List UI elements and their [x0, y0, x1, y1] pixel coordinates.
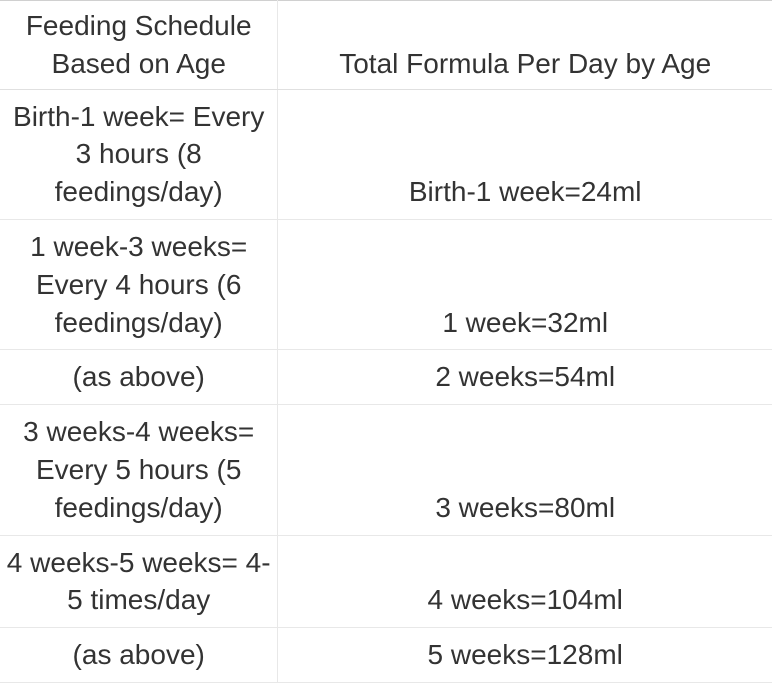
feeding-table: Feeding Schedule Based on Age Total Form…: [0, 0, 772, 683]
table-row: 4 weeks-5 weeks= 4-5 times/day 4 weeks=1…: [0, 535, 772, 628]
cell-schedule: (as above): [0, 628, 278, 683]
column-header-schedule: Feeding Schedule Based on Age: [0, 1, 278, 90]
column-header-total: Total Formula Per Day by Age: [278, 1, 772, 90]
cell-schedule: (as above): [0, 350, 278, 405]
table-row: 1 week-3 weeks= Every 4 hours (6 feeding…: [0, 219, 772, 349]
table-row: (as above) 2 weeks=54ml: [0, 350, 772, 405]
cell-total: 1 week=32ml: [278, 219, 772, 349]
table-row: Birth-1 week= Every 3 hours (8 feedings/…: [0, 89, 772, 219]
cell-total: Birth-1 week=24ml: [278, 89, 772, 219]
cell-schedule: Birth-1 week= Every 3 hours (8 feedings/…: [0, 89, 278, 219]
table-row: 3 weeks-4 weeks= Every 5 hours (5 feedin…: [0, 405, 772, 535]
cell-total: 3 weeks=80ml: [278, 405, 772, 535]
cell-schedule: 4 weeks-5 weeks= 4-5 times/day: [0, 535, 278, 628]
cell-total: 2 weeks=54ml: [278, 350, 772, 405]
cell-schedule: 1 week-3 weeks= Every 4 hours (6 feeding…: [0, 219, 278, 349]
table-header-row: Feeding Schedule Based on Age Total Form…: [0, 1, 772, 90]
cell-schedule: 3 weeks-4 weeks= Every 5 hours (5 feedin…: [0, 405, 278, 535]
cell-total: 4 weeks=104ml: [278, 535, 772, 628]
table-row: (as above) 5 weeks=128ml: [0, 628, 772, 683]
cell-total: 5 weeks=128ml: [278, 628, 772, 683]
